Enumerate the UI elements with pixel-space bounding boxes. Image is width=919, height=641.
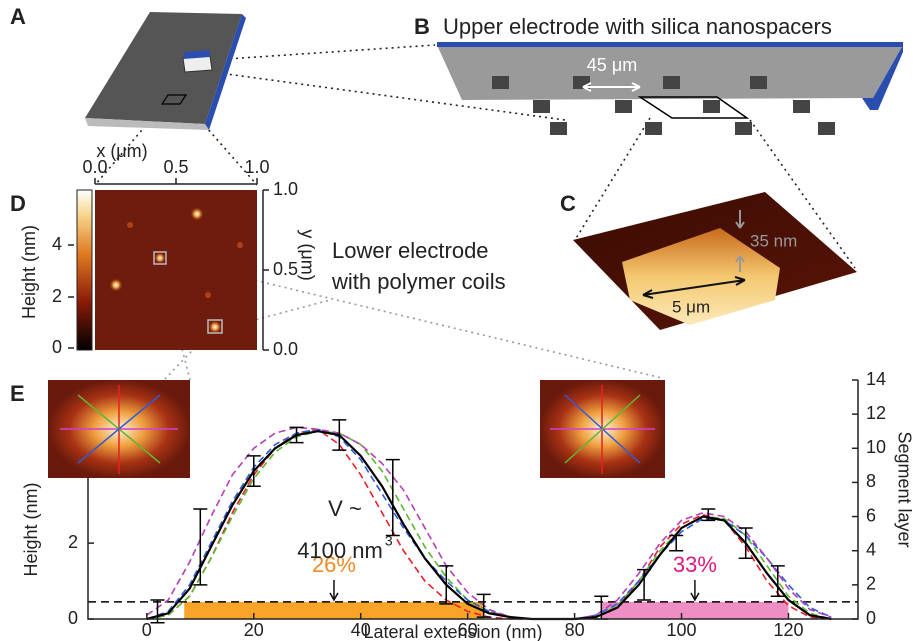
annotation: 4100 nm [297, 538, 383, 563]
panel-d-image [68, 178, 269, 350]
y-axis-label: y (μm) [297, 229, 317, 280]
panel-title: Upper electrode with silica nanospacers [443, 14, 832, 39]
y2-tick-label: 14 [866, 369, 886, 389]
panel-label: A [10, 4, 26, 29]
y-tick-label: 0.0 [273, 339, 298, 359]
panel-b-drawing [437, 42, 903, 135]
panel-c-drawing [573, 192, 857, 330]
arrow [330, 580, 338, 600]
y2-tick-label: 6 [866, 505, 876, 525]
data-line [147, 431, 831, 619]
region [184, 602, 483, 619]
annotation-sup: 3 [385, 533, 393, 549]
y-tick-label: 0.5 [273, 259, 298, 279]
figure: A B Upper electrode with silica nanospac… [0, 0, 919, 641]
colorbar-tick-label: 4 [52, 234, 62, 254]
error-bar [247, 456, 261, 486]
y2-tick-label: 10 [866, 437, 886, 457]
axis-line [88, 380, 858, 619]
colorbar-label: Height (nm) [19, 225, 39, 319]
y2-tick-label: 8 [866, 471, 876, 491]
width-label: 5 μm [672, 297, 710, 316]
annotation: V ~ [328, 496, 362, 521]
region [601, 602, 788, 619]
x-tick-label: 0 [142, 620, 152, 640]
colorbar-tick-label: 2 [52, 286, 62, 306]
inset [48, 380, 665, 478]
x-tick-label: 80 [565, 620, 585, 640]
caption: Lower electrode [332, 238, 489, 263]
y-tick-label: 1.0 [273, 179, 298, 199]
x-tick-label: 0.0 [82, 157, 107, 177]
y2-tick-label: 12 [866, 403, 886, 423]
x-tick-label: 100 [667, 620, 697, 640]
region-label: 33% [673, 552, 717, 577]
y2-axis-label: Segment layer [894, 431, 914, 547]
caption: with polymer coils [331, 269, 506, 294]
x-tick-label: 0.5 [163, 157, 188, 177]
y-tick-label: 0 [68, 608, 78, 628]
arrow [691, 580, 699, 600]
panel-a-drawing [85, 12, 246, 130]
y-tick-label: 2 [68, 532, 78, 552]
panel-label: B [414, 14, 430, 39]
height-label: 35 nm [750, 231, 797, 250]
y-axis-label: Height (nm) [21, 482, 41, 576]
y2-tick-label: 2 [866, 574, 876, 594]
x-tick-label: 120 [773, 620, 803, 640]
panel-label: D [10, 191, 26, 216]
x-tick-label: 20 [244, 620, 264, 640]
y2-tick-label: 4 [866, 539, 876, 559]
y2-tick-label: 0 [866, 608, 876, 628]
panel-label: C [560, 191, 576, 216]
x-axis-label: Lateral extension (nm) [363, 622, 542, 641]
x-tick-label: 1.0 [244, 157, 269, 177]
panel-label: E [10, 381, 25, 406]
colorbar-tick-label: 0 [52, 337, 62, 357]
scale-label: 45 μm [587, 55, 637, 75]
